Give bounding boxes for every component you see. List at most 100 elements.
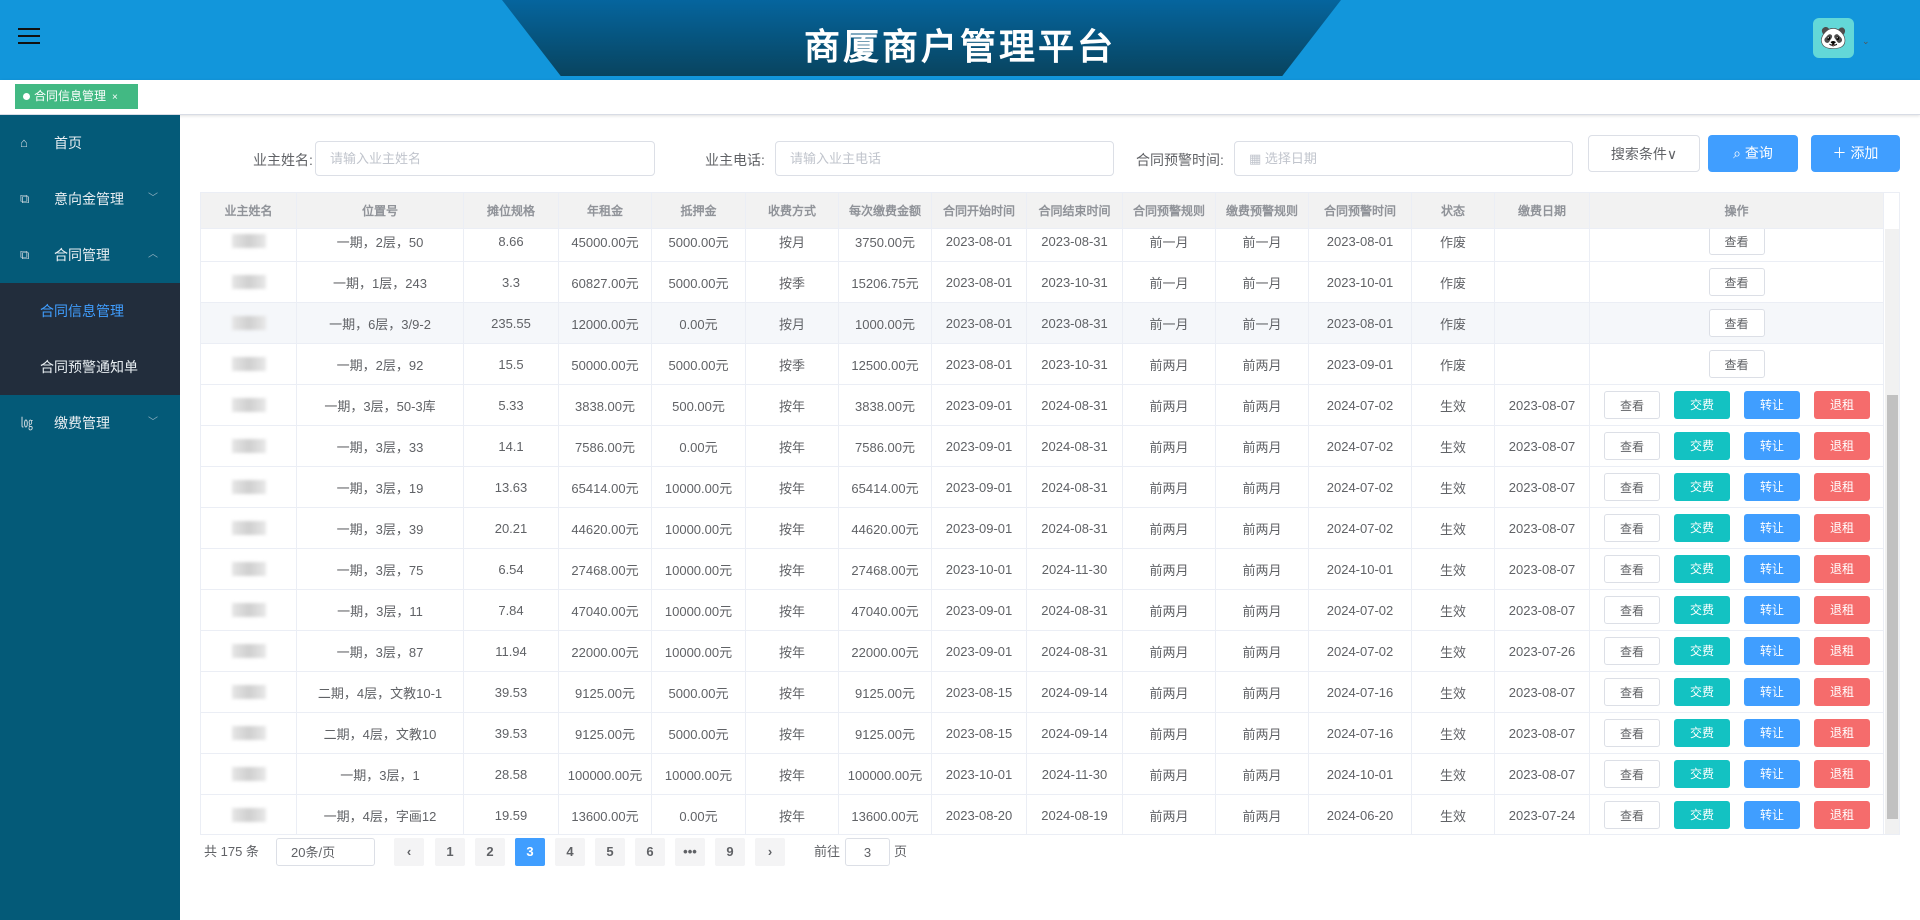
- view-button[interactable]: 查看: [1604, 637, 1660, 665]
- warning-date-picker[interactable]: ▦ 选择日期: [1234, 141, 1573, 176]
- table-row[interactable]: 一期，3层，33 14.1 7586.00元 0.00元 按年 7586.00元 2023-…: [201, 426, 1884, 467]
- table-row[interactable]: 一期，3层，11 7.84 47040.00元 10000.00元 按年 47040.00…: [201, 590, 1884, 631]
- tab-contract-info[interactable]: 合同信息管理 ×: [15, 84, 138, 109]
- search-conditions-button[interactable]: 搜索条件∨: [1588, 135, 1700, 172]
- pay-button[interactable]: 交费: [1674, 678, 1730, 706]
- table-row[interactable]: 一期，3层，1 28.58 100000.00元 10000.00元 按年 100000.…: [201, 754, 1884, 795]
- view-button[interactable]: 查看: [1708, 309, 1765, 337]
- table-row[interactable]: 一期，2层，92 15.5 50000.00元 5000.00元 按季 12500.00元…: [201, 344, 1884, 385]
- table-row[interactable]: 一期，3层，75 6.54 27468.00元 10000.00元 按年 27468.00…: [201, 549, 1884, 590]
- table-row[interactable]: 一期，6层，3/9-2 235.55 12000.00元 0.00元 按月 1000.00…: [201, 303, 1884, 344]
- view-button[interactable]: 查看: [1604, 391, 1660, 419]
- page-button[interactable]: 1: [435, 838, 465, 866]
- page-button[interactable]: 5: [595, 838, 625, 866]
- table-scrollbar[interactable]: [1885, 229, 1899, 834]
- transfer-button[interactable]: 转让: [1744, 637, 1800, 665]
- table-row[interactable]: 一期，3层，50-3库 5.33 3838.00元 500.00元 按年 3838.00元…: [201, 385, 1884, 426]
- hamburger-icon[interactable]: [18, 28, 40, 46]
- transfer-button[interactable]: 转让: [1744, 678, 1800, 706]
- transfer-button[interactable]: 转让: [1744, 719, 1800, 747]
- view-button[interactable]: 查看: [1708, 268, 1765, 296]
- next-page-button[interactable]: ›: [755, 838, 785, 866]
- table-row[interactable]: 一期，3层，87 11.94 22000.00元 10000.00元 按年 22000.0…: [201, 631, 1884, 672]
- sidebar-item-payment[interactable]: ㏒ 缴费管理 ﹀: [0, 395, 180, 451]
- view-button[interactable]: 查看: [1604, 719, 1660, 747]
- scrollbar-thumb[interactable]: [1887, 395, 1898, 819]
- view-button[interactable]: 查看: [1604, 432, 1660, 460]
- avatar[interactable]: 🐼: [1813, 18, 1854, 58]
- cancel-button[interactable]: 退租: [1814, 637, 1870, 665]
- table-row[interactable]: 二期，4层，文教10-1 39.53 9125.00元 5000.00元 按年 9125.…: [201, 672, 1884, 713]
- view-button[interactable]: 查看: [1604, 760, 1660, 788]
- transfer-button[interactable]: 转让: [1744, 760, 1800, 788]
- sidebar-item-deposit[interactable]: ⧉ 意向金管理 ﹀: [0, 171, 180, 227]
- pay-button[interactable]: 交费: [1674, 391, 1730, 419]
- transfer-button[interactable]: 转让: [1744, 432, 1800, 460]
- more-pages-icon[interactable]: •••: [675, 838, 705, 866]
- table-row[interactable]: 一期，3层，19 13.63 65414.00元 10000.00元 按年 65414.0…: [201, 467, 1884, 508]
- cancel-button[interactable]: 退租: [1814, 473, 1870, 501]
- caret-down-icon[interactable]: ⌄: [1862, 36, 1870, 46]
- header-cell: 合同预警规则: [1123, 193, 1216, 228]
- page-button[interactable]: 2: [475, 838, 505, 866]
- page-size-select[interactable]: 20条/页: [276, 838, 375, 866]
- pay-button[interactable]: 交费: [1674, 596, 1730, 624]
- cancel-button[interactable]: 退租: [1814, 555, 1870, 583]
- owner-name-input[interactable]: 请输入业主姓名: [315, 141, 655, 176]
- page-button[interactable]: 6: [635, 838, 665, 866]
- pay-button[interactable]: 交费: [1674, 801, 1730, 829]
- cancel-button[interactable]: 退租: [1814, 801, 1870, 829]
- view-button[interactable]: 查看: [1708, 227, 1765, 255]
- add-button[interactable]: ＋ 添加: [1811, 135, 1900, 172]
- view-button[interactable]: 查看: [1708, 350, 1765, 378]
- view-button[interactable]: 查看: [1604, 801, 1660, 829]
- table-row[interactable]: 一期，2层，50 8.66 45000.00元 5000.00元 按月 3750.00元 2…: [201, 221, 1884, 262]
- sidebar-item-contract-warning[interactable]: 合同预警通知单: [40, 359, 138, 375]
- pay-button[interactable]: 交费: [1674, 637, 1730, 665]
- table-cell: 生效: [1412, 549, 1495, 589]
- table-cell: 前两月: [1216, 754, 1309, 794]
- view-button[interactable]: 查看: [1604, 514, 1660, 542]
- query-button[interactable]: ⌕ 查询: [1708, 135, 1798, 172]
- view-button[interactable]: 查看: [1604, 678, 1660, 706]
- cancel-button[interactable]: 退租: [1814, 391, 1870, 419]
- pay-button[interactable]: 交费: [1674, 760, 1730, 788]
- sidebar-item-contract-info[interactable]: 合同信息管理: [40, 303, 124, 319]
- cancel-button[interactable]: 退租: [1814, 432, 1870, 460]
- cancel-button[interactable]: 退租: [1814, 678, 1870, 706]
- sidebar-item-label: 缴费管理: [54, 415, 110, 431]
- transfer-button[interactable]: 转让: [1744, 801, 1800, 829]
- page-button[interactable]: 4: [555, 838, 585, 866]
- page-button[interactable]: 3: [515, 838, 545, 866]
- table-row[interactable]: 二期，4层，文教10 39.53 9125.00元 5000.00元 按年 9125.00…: [201, 713, 1884, 754]
- pay-button[interactable]: 交费: [1674, 555, 1730, 583]
- goto-page-input[interactable]: 3: [845, 838, 890, 866]
- page-button[interactable]: 9: [715, 838, 745, 866]
- cancel-button[interactable]: 退租: [1814, 596, 1870, 624]
- owner-phone-input[interactable]: 请输入业主电话: [775, 141, 1114, 176]
- table-row[interactable]: 一期，3层，39 20.21 44620.00元 10000.00元 按年 44620.0…: [201, 508, 1884, 549]
- cancel-button[interactable]: 退租: [1814, 760, 1870, 788]
- home-icon: ⌂: [20, 135, 28, 150]
- view-button[interactable]: 查看: [1604, 555, 1660, 583]
- transfer-button[interactable]: 转让: [1744, 596, 1800, 624]
- cancel-button[interactable]: 退租: [1814, 719, 1870, 747]
- view-button[interactable]: 查看: [1604, 473, 1660, 501]
- transfer-button[interactable]: 转让: [1744, 473, 1800, 501]
- table-row[interactable]: 一期，4层，字画12 19.59 13600.00元 0.00元 按年 13600.00元…: [201, 795, 1884, 834]
- prev-page-button[interactable]: ‹: [394, 838, 424, 866]
- close-icon[interactable]: ×: [112, 92, 118, 103]
- transfer-button[interactable]: 转让: [1744, 391, 1800, 419]
- view-button[interactable]: 查看: [1604, 596, 1660, 624]
- pay-button[interactable]: 交费: [1674, 719, 1730, 747]
- transfer-button[interactable]: 转让: [1744, 514, 1800, 542]
- sidebar-item-contract[interactable]: ⧉ 合同管理 ︿: [0, 227, 180, 283]
- pay-button[interactable]: 交费: [1674, 473, 1730, 501]
- sidebar-item-home[interactable]: ⌂ 首页: [0, 115, 180, 171]
- pay-button[interactable]: 交费: [1674, 432, 1730, 460]
- table-cell: 2023-08-20: [932, 795, 1027, 834]
- transfer-button[interactable]: 转让: [1744, 555, 1800, 583]
- pay-button[interactable]: 交费: [1674, 514, 1730, 542]
- cancel-button[interactable]: 退租: [1814, 514, 1870, 542]
- table-row[interactable]: 一期，1层，243 3.3 60827.00元 5000.00元 按季 15206.75元…: [201, 262, 1884, 303]
